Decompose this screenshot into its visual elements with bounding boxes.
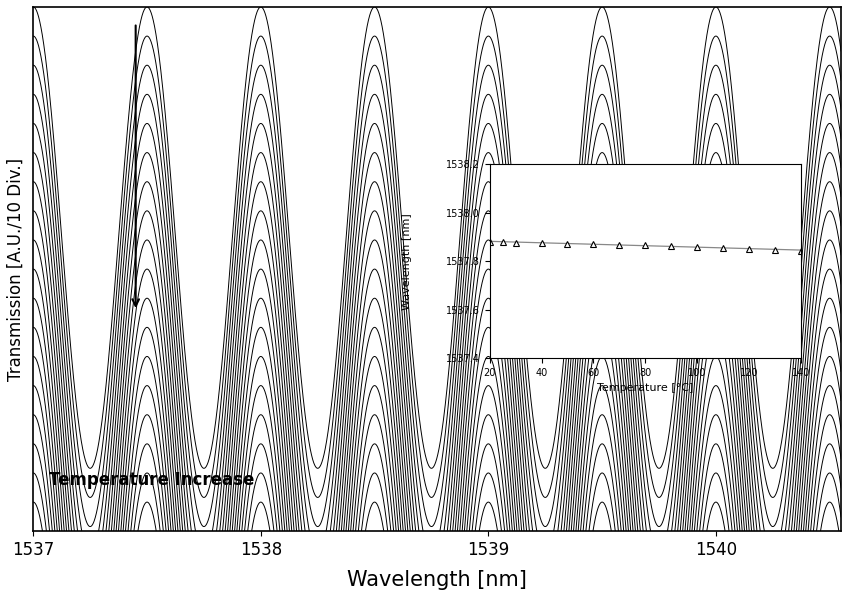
X-axis label: Temperature [°C]: Temperature [°C] <box>597 383 694 393</box>
Y-axis label: Wavelength [nm]: Wavelength [nm] <box>402 213 412 310</box>
Y-axis label: Transmission [A.U./10 Div.]: Transmission [A.U./10 Div.] <box>7 158 25 381</box>
X-axis label: Wavelength [nm]: Wavelength [nm] <box>347 570 527 590</box>
Text: Temperature Increase: Temperature Increase <box>49 471 254 490</box>
